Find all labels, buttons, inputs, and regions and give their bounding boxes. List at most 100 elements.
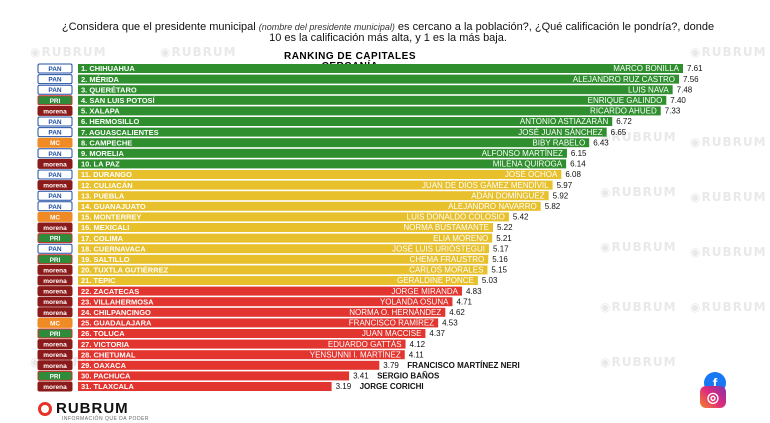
watermark-text: ◉RUBRUM [690, 190, 767, 204]
survey-question: ¿Considera que el presidente municipal (… [58, 22, 718, 44]
bar-row: PRI 26. TOLUCA JUAN MACCISE 4.37 [37, 328, 446, 339]
party-logo-icon [37, 211, 73, 222]
party-label: morena [43, 342, 67, 349]
bar [78, 318, 439, 328]
bar [78, 223, 493, 232]
city-label: 26. TOLUCA [81, 329, 125, 338]
bar-row: PAN 7. AGUASCALIENTES JOSÉ JUAN SÁNCHEZ 6.6… [37, 127, 627, 138]
party-label: PAN [48, 246, 62, 253]
party-label: PRI [50, 257, 61, 264]
party-logo-icon [37, 137, 73, 148]
party-label: MC [50, 140, 60, 147]
bar [78, 371, 350, 381]
mayor-label: JOSÉ LUIS URIÓSTEGUI [392, 244, 485, 253]
bar [78, 191, 549, 201]
mayor-label: ALEJANDRO RUZ CASTRO [573, 75, 675, 84]
city-label: 25. GUADALAJARA [81, 319, 152, 328]
mayor-label: RICARDO AHUED [590, 107, 657, 116]
mayor-label: FRANCISCO RAMÍREZ [349, 319, 434, 328]
bar-row: MC 25. GUADALAJARA FRANCISCO RAMÍREZ 4.53 [37, 317, 458, 328]
bar-row: morena 21. TEPIC GERALDINE PONCE 5.03 [37, 275, 498, 286]
watermark-text: ◉RUBRUM [30, 45, 107, 59]
city-label: 20. TUXTLA GUTIÉRREZ [81, 266, 169, 275]
party-logo-icon [37, 74, 73, 85]
value-label: 4.71 [456, 297, 472, 306]
city-label: 30. PACHUCA [81, 372, 131, 381]
bar [78, 148, 567, 158]
instagram-icon[interactable]: ◎ [700, 386, 726, 408]
bar [78, 212, 509, 222]
mayor-label: JOSÉ JUAN SÁNCHEZ [518, 128, 603, 137]
bar-row: PRI 19. SALTILLO CHEMA FRAUSTRO 5.16 [37, 254, 508, 265]
party-label: morena [43, 310, 67, 317]
mayor-label: JUAN DE DIOS GÁMEZ MENDÍVIL [422, 181, 549, 190]
bar-row: morena 20. TUXTLA GUTIÉRREZ CARLOS MORALES… [37, 264, 508, 275]
bar [78, 276, 478, 285]
bar [78, 64, 683, 73]
party-label: morena [43, 299, 67, 306]
value-label: 5.82 [545, 202, 561, 211]
party-logo-icon [37, 317, 73, 328]
party-label: morena [43, 183, 67, 190]
party-label: morena [43, 289, 67, 296]
party-label: PAN [48, 87, 62, 94]
logo-ring-icon [38, 401, 52, 416]
city-label: 19. SALTILLO [81, 255, 130, 264]
mayor-label: GERALDINE PONCE [397, 276, 474, 285]
party-label: PRI [50, 236, 61, 243]
bar-row: PRI 17. COLIMA ELIA MORENO 5.21 [37, 233, 512, 244]
value-label: 7.48 [677, 85, 693, 94]
party-logo-icon [37, 63, 73, 74]
value-label: 7.56 [683, 75, 699, 84]
bar [78, 286, 462, 296]
bar-row: PAN 11. DURANGO JOSÉ OCHOA 6.08 [37, 169, 581, 180]
party-label: PAN [48, 119, 62, 126]
party-logo-icon [37, 275, 73, 286]
bar-row: morena 10. LA PAZ MILENA QUIROGA 6.14 [37, 158, 586, 169]
bar-row: morena 29. OAXACA FRANCISCO MARTÍNEZ NERI 3… [37, 360, 520, 371]
value-label: 5.16 [492, 255, 508, 264]
bar-row: MC 8. CAMPECHE BIBY RABELO 6.43 [37, 137, 609, 148]
party-logo-icon [37, 222, 73, 233]
mayor-label: JUAN MACCISE [362, 329, 422, 338]
bar [78, 329, 426, 338]
bar-row: PAN 6. HERMOSILLO ANTONIO ASTIAZARÁN 6.72 [37, 116, 632, 127]
city-label: 3. QUERÉTARO [81, 85, 137, 94]
brand-name: RUBRUM [56, 400, 129, 417]
city-label: 12. CULIACÁN [81, 181, 133, 190]
value-label: 5.15 [491, 266, 507, 275]
bar [78, 254, 489, 264]
value-label: 7.40 [670, 96, 686, 105]
bar-row: morena 28. CHETUMAL YENSUNNI I. MARTÍNEZ 4.… [37, 349, 424, 360]
value-label: 7.61 [687, 64, 703, 73]
bar-row: PAN 18. CUERNAVACA JOSÉ LUIS URIÓSTEGUI 5.1… [37, 243, 509, 254]
party-label: PAN [48, 66, 62, 73]
city-label: 5. XALAPA [81, 107, 120, 116]
bar-row: morena 5. XALAPA RICARDO AHUED 7.33 [37, 105, 681, 116]
city-label: 27. VICTORIA [81, 340, 130, 349]
value-label: 6.14 [570, 160, 586, 169]
bar [78, 350, 405, 360]
value-label: 5.22 [497, 223, 513, 232]
bar [78, 233, 493, 243]
party-label: morena [43, 363, 67, 370]
party-logo-icon [37, 360, 73, 371]
city-label: 1. CHIHUAHUA [81, 64, 135, 73]
watermark-text: ◉RUBRUM [690, 300, 767, 314]
party-logo-icon [37, 95, 73, 106]
question-note: (nombre del presidente municipal) [258, 22, 395, 32]
party-label: MC [50, 320, 60, 327]
value-label: 5.92 [553, 191, 569, 200]
watermark-text: ◉RUBRUM [690, 45, 767, 59]
value-label: 4.37 [429, 329, 445, 338]
city-label: 15. MONTERREY [81, 213, 141, 222]
mayor-label: NORMA BUSTAMANTE [403, 223, 489, 232]
bar-row: PRI 30. PACHUCA SERGIO BAÑOS 3.41 [37, 370, 440, 381]
party-logo-icon [37, 116, 73, 127]
mayor-label: MARCO BONILLA [613, 64, 679, 73]
watermark-text: ◉RUBRUM [600, 130, 677, 144]
value-label: 5.17 [493, 244, 509, 253]
city-label: 4. SAN LUIS POTOSÍ [81, 96, 156, 105]
